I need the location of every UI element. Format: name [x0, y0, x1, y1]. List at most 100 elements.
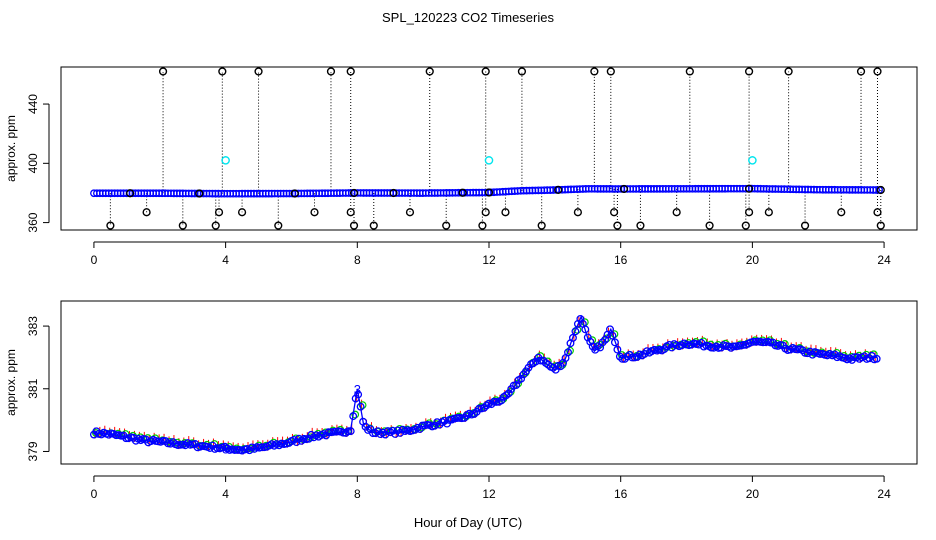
- blue-point: [872, 354, 881, 363]
- low-outlier-point: [142, 208, 151, 217]
- blue-point: [181, 441, 190, 450]
- baseline-outlier-point: [876, 185, 885, 195]
- high-outlier-point: [425, 67, 434, 76]
- x-axis-title: Hour of Day (UTC): [414, 515, 522, 530]
- high-outlier-point: [517, 67, 527, 76]
- blue-point: [620, 354, 629, 363]
- cyan-highlight-point: [748, 156, 757, 165]
- low-outlier-point: [837, 208, 846, 217]
- blue-point: [112, 431, 121, 440]
- top-y-tick-label: 360: [26, 212, 40, 232]
- low-outlier-point: [274, 221, 283, 230]
- blue-point: [539, 356, 548, 365]
- baseline-outlier-point: [554, 185, 563, 194]
- low-outlier-point: [481, 208, 490, 217]
- top-x-tick-label: 0: [91, 253, 98, 267]
- baseline-outlier-point: [619, 184, 629, 194]
- low-outlier-point: [672, 208, 681, 217]
- baseline-outlier-point: [484, 188, 494, 197]
- bottom-x-tick-label: 20: [746, 487, 760, 501]
- low-outlier-point: [573, 208, 582, 217]
- high-outlier-point: [326, 67, 336, 76]
- low-outlier-point: [876, 221, 885, 230]
- blue-point: [487, 400, 496, 409]
- top-y-tick-label: 400: [26, 153, 40, 173]
- low-outlier-point: [349, 221, 359, 230]
- high-outlier-point: [873, 67, 882, 76]
- blue-point: [815, 349, 824, 358]
- baseline-outlier-point: [290, 189, 299, 198]
- top-x-tick-label: 12: [482, 253, 496, 267]
- top-y-tick-label: 440: [26, 94, 40, 114]
- top-x-tick-label: 24: [877, 253, 891, 267]
- green-point: [351, 410, 360, 419]
- top-plot-frame: [60, 66, 918, 231]
- blue-point: [665, 340, 674, 349]
- cyan-highlight-point: [221, 156, 230, 165]
- blue-point: [739, 340, 748, 349]
- bottom-x-tick-label: 8: [354, 487, 361, 501]
- blue-point: [610, 338, 619, 347]
- blue-point: [581, 325, 590, 334]
- top-y-axis-title: approx. ppm: [4, 115, 18, 182]
- blue-point: [344, 427, 353, 436]
- low-outlier-point: [800, 221, 810, 230]
- blue-point: [289, 435, 298, 444]
- high-outlier-point: [784, 67, 793, 76]
- green-point: [358, 401, 367, 410]
- low-outlier-point: [310, 208, 319, 217]
- blue-point: [598, 338, 607, 347]
- blue-point: [729, 342, 738, 351]
- blue-point: [257, 443, 266, 452]
- top-panel: 0 4 8 12 16 20 24 360 400 440 approx. ppm: [4, 66, 918, 267]
- baseline-outlier-point: [458, 188, 467, 197]
- blue-point: [307, 430, 316, 439]
- blue-point: [368, 429, 377, 438]
- blue-point: [233, 445, 242, 454]
- blue-point: [569, 333, 577, 342]
- low-outlier-point: [636, 221, 645, 230]
- bottom-x-tick-label: 16: [614, 487, 628, 501]
- blue-point: [865, 354, 874, 363]
- bottom-x-tick-label: 0: [91, 487, 98, 501]
- co2-series-line: [93, 314, 878, 451]
- low-outlier-point: [610, 208, 619, 217]
- blue-point: [475, 404, 484, 413]
- blue-point: [759, 338, 768, 347]
- blue-point: [480, 403, 489, 412]
- low-outlier-point: [178, 221, 187, 230]
- low-outlier-point: [405, 208, 415, 217]
- blue-point: [492, 397, 501, 406]
- top-x-tick-label: 20: [746, 253, 760, 267]
- high-outlier-point: [685, 67, 694, 76]
- low-outlier-point: [369, 221, 378, 230]
- bottom-panel: 0 4 8 12 16 20 24 379 381 383 approx. ppm 3 3: [4, 300, 918, 501]
- low-outlier-point: [346, 208, 355, 217]
- low-outlier-point: [214, 208, 224, 217]
- blue-point: [564, 348, 572, 357]
- blue-point: [349, 412, 358, 421]
- blue-point: [749, 337, 758, 346]
- high-outlier-point: [218, 67, 227, 76]
- blue-point: [393, 426, 402, 435]
- bottom-y-tick-label: 381: [26, 378, 40, 398]
- blue-point: [206, 444, 214, 452]
- blue-point: [517, 374, 526, 383]
- bottom-x-tick-label: 4: [222, 487, 229, 501]
- blue-point: [366, 425, 375, 434]
- blue-point: [122, 434, 130, 443]
- top-x-tick-label: 16: [614, 253, 628, 267]
- bottom-x-tick-label: 24: [877, 487, 891, 501]
- green-point: [566, 346, 574, 355]
- low-outlier-point: [442, 221, 451, 230]
- blue-point: [633, 353, 642, 361]
- blue-point: [504, 389, 513, 398]
- series-annotation-label: 3: [222, 441, 229, 456]
- baseline-outlier-point: [389, 188, 398, 198]
- low-outlier-point: [705, 221, 714, 230]
- low-outlier-point: [237, 208, 247, 217]
- bottom-y-axis-title: approx. ppm: [4, 349, 18, 416]
- blue-point: [346, 427, 355, 436]
- low-outlier-point: [764, 208, 773, 217]
- blue-point: [628, 353, 637, 362]
